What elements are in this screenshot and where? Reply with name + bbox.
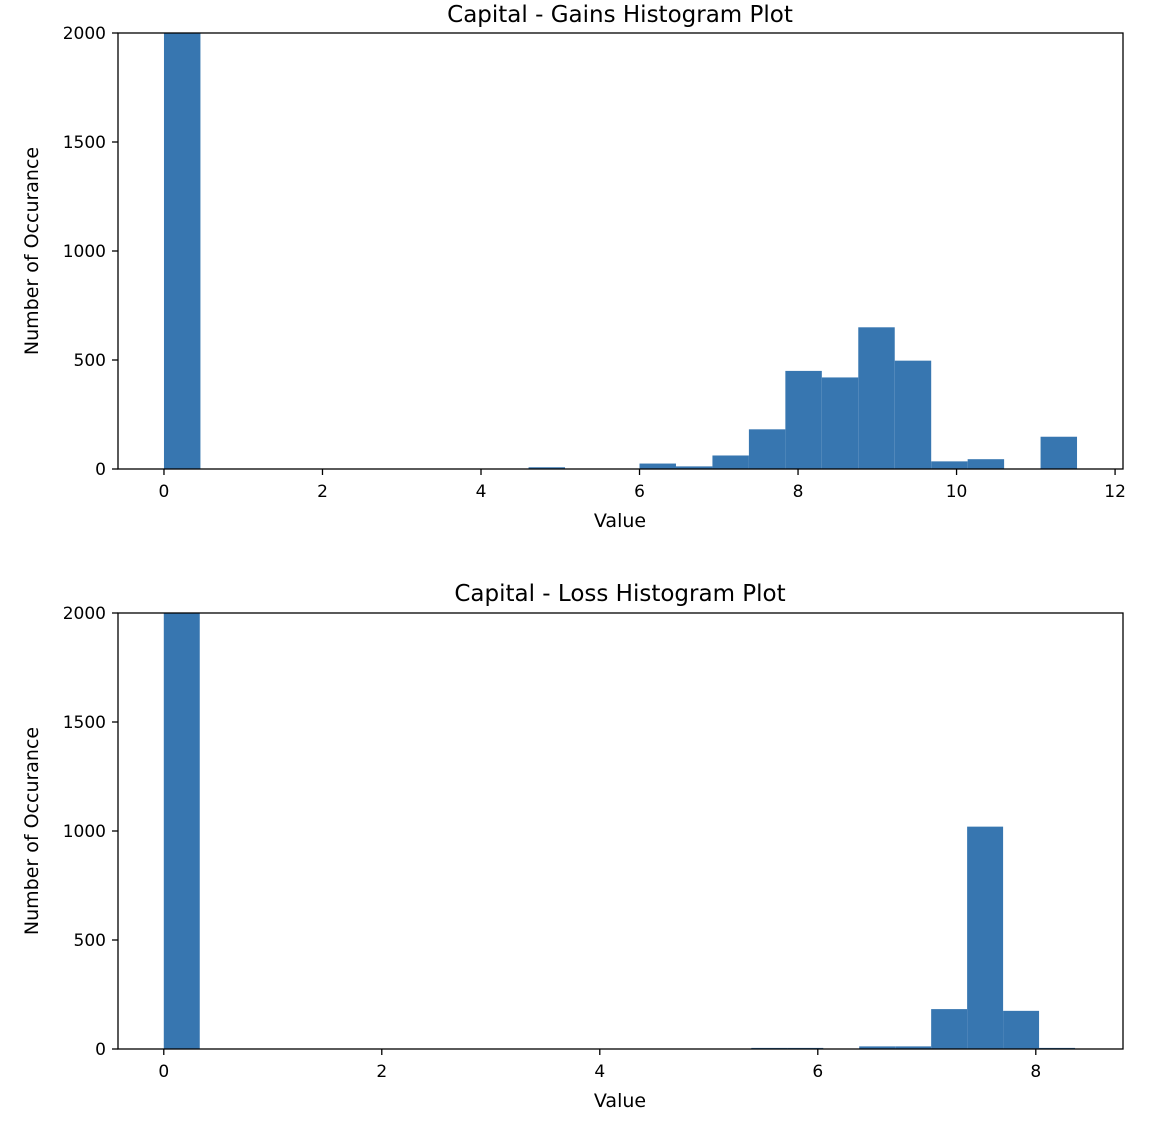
chart-title: Capital - Gains Histogram Plot bbox=[447, 2, 793, 28]
x-axis-ticks: 0 2 4 6 8 bbox=[158, 1049, 1041, 1082]
histogram-bar bbox=[821, 377, 859, 469]
plot-frame bbox=[117, 32, 1124, 470]
y-tick-label: 1500 bbox=[63, 133, 106, 153]
histogram-bar bbox=[785, 370, 822, 469]
chart-title: Capital - Loss Histogram Plot bbox=[454, 581, 785, 607]
x-tick-label: 10 bbox=[946, 482, 968, 502]
histogram-bar bbox=[894, 360, 932, 469]
x-tick-label: 8 bbox=[793, 482, 804, 502]
y-tick-label: 1500 bbox=[63, 713, 106, 733]
y-tick-label: 0 bbox=[95, 1040, 106, 1060]
histogram-bars bbox=[163, 613, 1076, 1049]
histogram-bar bbox=[931, 461, 968, 469]
histogram-bar bbox=[859, 1046, 896, 1049]
x-tick-label: 8 bbox=[1030, 1062, 1041, 1082]
capital-loss-histogram: Capital - Loss Histogram Plot 0 2 4 6 8 0 500… bbox=[21, 581, 1124, 1112]
histogram-bar bbox=[163, 613, 200, 1049]
y-tick-label: 2000 bbox=[63, 604, 106, 624]
x-tick-label: 4 bbox=[594, 1062, 605, 1082]
x-axis-label: Value bbox=[594, 1090, 646, 1112]
y-tick-label: 0 bbox=[95, 460, 106, 480]
x-tick-label: 12 bbox=[1104, 482, 1126, 502]
y-axis-ticks: 0 500 1000 1500 2000 bbox=[63, 604, 118, 1060]
x-tick-label: 6 bbox=[634, 482, 645, 502]
y-axis-label: Number of Occurance bbox=[21, 727, 43, 935]
y-tick-label: 500 bbox=[74, 351, 106, 371]
y-tick-label: 2000 bbox=[63, 24, 106, 44]
x-tick-label: 2 bbox=[376, 1062, 387, 1082]
histogram-bar bbox=[675, 466, 713, 469]
histogram-bars bbox=[163, 33, 1078, 469]
histogram-bar bbox=[858, 327, 895, 469]
histogram-bar bbox=[895, 1046, 932, 1049]
y-tick-label: 500 bbox=[74, 931, 106, 951]
x-tick-label: 4 bbox=[476, 482, 487, 502]
histogram-bar bbox=[712, 455, 749, 469]
histogram-bar bbox=[1040, 436, 1078, 469]
y-tick-label: 1000 bbox=[63, 822, 106, 842]
histogram-bar bbox=[1003, 1010, 1040, 1049]
y-axis-ticks: 0 500 1000 1500 2000 bbox=[63, 24, 118, 480]
y-axis-label: Number of Occurance bbox=[21, 147, 43, 355]
x-axis-label: Value bbox=[594, 510, 646, 532]
histogram-bar bbox=[931, 1009, 968, 1049]
histogram-bar bbox=[163, 33, 201, 469]
histogram-bar bbox=[528, 467, 566, 469]
x-tick-label: 0 bbox=[159, 482, 170, 502]
x-tick-label: 0 bbox=[158, 1062, 169, 1082]
capital-gains-histogram: Capital - Gains Histogram Plot 0 2 4 6 8 10 12… bbox=[21, 2, 1126, 532]
x-axis-ticks: 0 2 4 6 8 10 12 bbox=[159, 469, 1126, 502]
x-tick-label: 2 bbox=[317, 482, 328, 502]
histogram-bar bbox=[639, 463, 676, 469]
y-tick-label: 1000 bbox=[63, 242, 106, 262]
x-tick-label: 6 bbox=[812, 1062, 823, 1082]
histogram-bar bbox=[967, 459, 1005, 469]
histogram-bar bbox=[967, 826, 1004, 1049]
histogram-bar bbox=[748, 429, 786, 469]
